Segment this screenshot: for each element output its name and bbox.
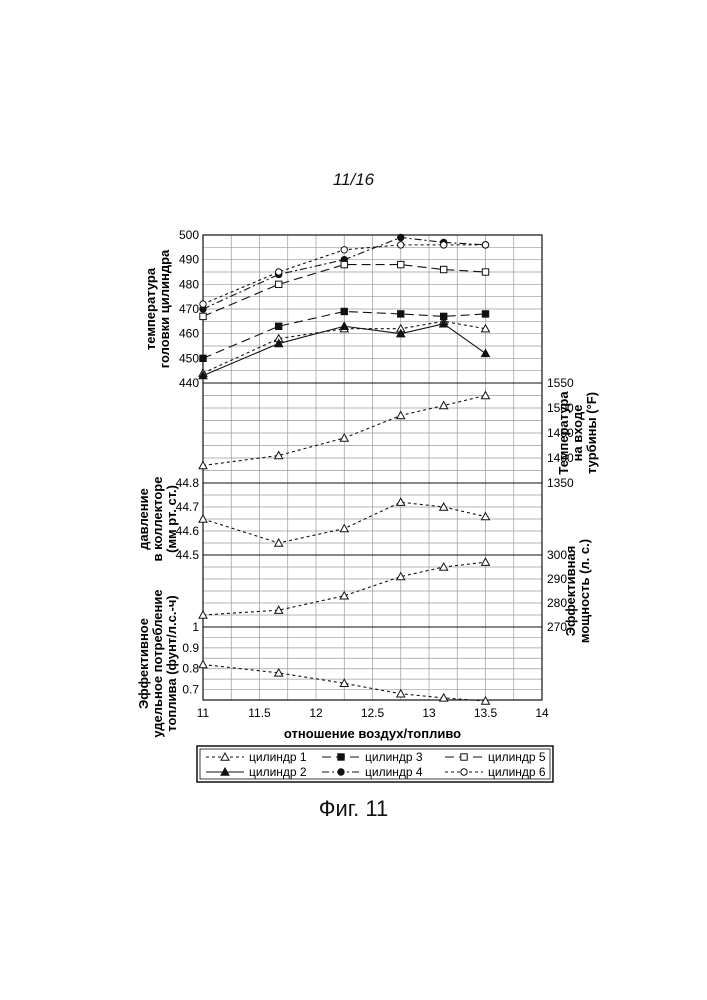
x-tick-label: 12 (309, 706, 323, 720)
legend-label-c5: цилиндр 5 (488, 750, 546, 764)
data-point-c1 (275, 539, 283, 546)
x-tick-label: 14 (535, 706, 549, 720)
y-tick-label: 1 (192, 620, 199, 634)
data-point-c1 (440, 563, 448, 570)
y-axis-label-line: турбины (°F) (584, 392, 599, 474)
y-axis-label-line: топлива (фунт/л.с.-ч) (164, 595, 179, 731)
y-tick-label: 500 (179, 228, 199, 242)
grid (203, 235, 542, 700)
y-tick-label: 460 (179, 327, 199, 341)
y-axis-label-line: на входе (570, 405, 585, 462)
data-point-c5 (398, 261, 404, 267)
y-tick-label: 0.9 (182, 641, 199, 655)
y-axis-label-fuel-consumption: Эффективноеудельное потреблениетоплива (… (136, 589, 179, 737)
y-tick-label: 450 (179, 351, 199, 365)
y-tick-label: 44.5 (176, 548, 200, 562)
y-axis-label-line: температура (143, 267, 158, 350)
legend-label-c4: цилиндр 4 (365, 765, 423, 779)
data-point-c1 (482, 513, 490, 520)
y-tick-label: 480 (179, 277, 199, 291)
figure-caption: Фиг. 11 (0, 796, 707, 822)
data-point-c1 (440, 503, 448, 510)
data-point-c1 (397, 412, 405, 419)
data-point-c3 (341, 308, 347, 314)
y-tick-label: 440 (179, 376, 199, 390)
data-point-c3 (482, 311, 488, 317)
data-point-c1 (440, 402, 448, 409)
data-point-c2 (340, 322, 348, 329)
data-point-c3 (440, 313, 446, 319)
data-point-c1 (482, 392, 490, 399)
data-point-c3 (398, 311, 404, 317)
y-axis-label-line: давление (136, 488, 151, 550)
y-axis-label-line: Эффективное (136, 618, 151, 709)
data-point-c6 (440, 242, 446, 248)
legend-label-c2: цилиндр 2 (249, 765, 307, 779)
data-point-c1 (199, 515, 207, 522)
x-tick-label: 13.5 (474, 706, 498, 720)
y-axis-label-line: в коллекторе (150, 477, 165, 562)
y-axis-label-line: головки цилиндра (157, 249, 172, 368)
data-point-c5 (341, 261, 347, 267)
legend-marker-c6 (461, 769, 467, 775)
y-axis-label-line: мощность (л. с.) (577, 539, 592, 643)
y-tick-label: 490 (179, 253, 199, 267)
y-tick-label: 1550 (547, 376, 574, 390)
data-point-c1 (340, 525, 348, 532)
y-axis-label-line: (мм рт. ст.) (164, 485, 179, 553)
y-tick-label: 1350 (547, 476, 574, 490)
y-tick-label: 470 (179, 302, 199, 316)
data-point-c1 (199, 661, 207, 668)
data-point-c1 (482, 558, 490, 565)
data-point-c6 (482, 242, 488, 248)
legend-marker-c3 (338, 754, 344, 760)
data-point-c1 (397, 498, 405, 505)
legend-marker-c4 (338, 769, 344, 775)
y-tick-label: 0.8 (182, 662, 199, 676)
data-point-c1 (397, 690, 405, 697)
legend: цилиндр 1цилиндр 2 цилиндр 3цилиндр 4 цили… (197, 746, 553, 782)
y-axis-label-power: Эффективнаямощность (л. с.) (563, 539, 592, 643)
data-point-c6 (398, 242, 404, 248)
data-point-c5 (482, 269, 488, 275)
data-point-c4 (398, 234, 404, 240)
legend-marker-c5 (461, 754, 467, 760)
legend-label-c6: цилиндр 6 (488, 765, 546, 779)
data-point-c5 (200, 313, 206, 319)
data-point-c5 (276, 281, 282, 287)
x-tick-label: 11 (197, 706, 210, 720)
y-axis-label-manifold-pressure: давлениев коллекторе(мм рт. ст.) (136, 477, 179, 562)
data-point-c1 (340, 434, 348, 441)
y-axis-label-line: Эффективная (563, 546, 578, 637)
legend-label-c3: цилиндр 3 (365, 750, 423, 764)
x-tick-label: 11.5 (248, 706, 271, 720)
data-point-c5 (440, 266, 446, 272)
x-tick-label: 13 (422, 706, 436, 720)
data-point-c6 (200, 301, 206, 307)
data-point-c3 (200, 355, 206, 361)
y-tick-label: 44.8 (176, 476, 200, 490)
y-tick-label: 44.7 (176, 500, 200, 514)
data-point-c3 (276, 323, 282, 329)
data-point-c6 (341, 247, 347, 253)
data-point-c2 (482, 349, 490, 356)
legend-label-c1: цилиндр 1 (249, 750, 307, 764)
y-axis-label-line: удельное потребление (150, 589, 165, 737)
x-axis-label: отношение воздух/топливо (284, 726, 461, 741)
x-tick-label: 12.5 (361, 706, 385, 720)
y-tick-label: 44.6 (176, 524, 200, 538)
y-axis-label-line: Температура (556, 391, 571, 475)
data-point-c6 (276, 269, 282, 275)
y-tick-label: 0.7 (182, 683, 199, 697)
y-axis-label-turbine-temp: Температурана входетурбины (°F) (556, 391, 599, 475)
y-axis-label-head-temp: температураголовки цилиндра (143, 249, 172, 368)
